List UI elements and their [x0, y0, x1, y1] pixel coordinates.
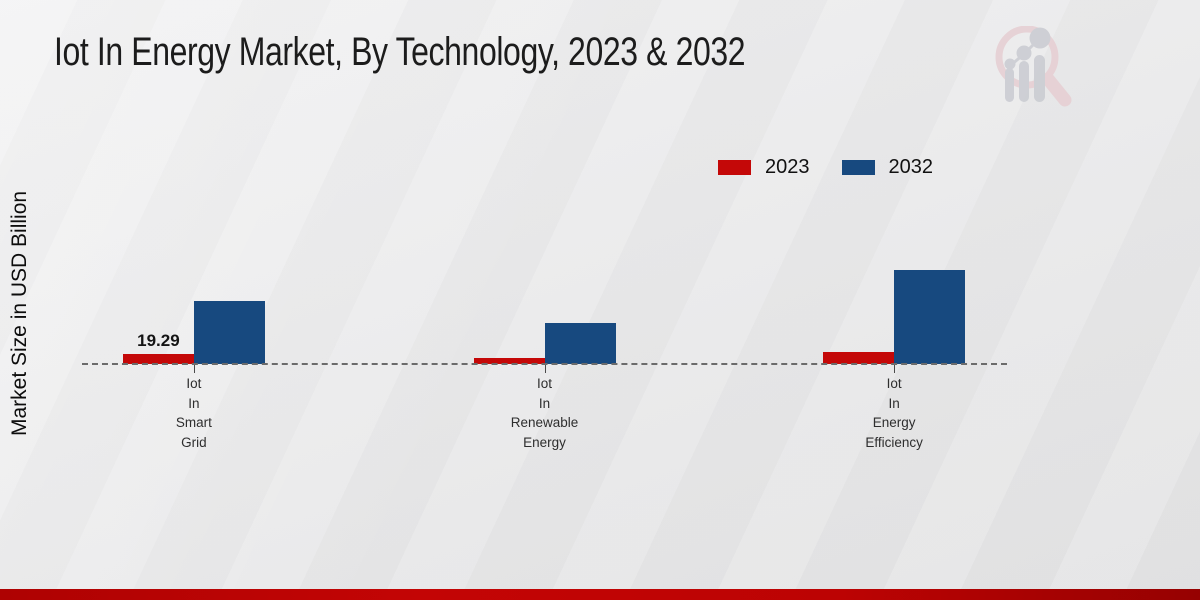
category-label: Iot In Renewable Energy	[510, 376, 579, 450]
axis-tick	[544, 365, 546, 373]
category-label: Iot In Energy Efficiency	[865, 376, 923, 450]
bar-2032	[193, 301, 265, 364]
bar-pair	[823, 134, 966, 364]
bar-2023	[823, 351, 895, 364]
bar-2023: 19.29	[122, 331, 194, 364]
data-label: 19.29	[137, 331, 180, 350]
bar-2032	[894, 269, 966, 364]
bar-pair: 19.29	[122, 134, 265, 364]
category-group: Iot In Energy Efficiency	[823, 134, 966, 450]
bar-pair	[473, 134, 616, 364]
plot-area: 19.29 Iot In Smart Grid Iot In Renewable E…	[82, 134, 1007, 450]
legend: 2023 2032	[718, 156, 933, 179]
legend-swatch-2023	[718, 160, 751, 175]
category-label: Iot In Smart Grid	[175, 376, 212, 450]
magnifier-bar-chart-logo-icon	[995, 26, 1072, 107]
axis-tick	[894, 365, 896, 373]
bar-2032	[544, 322, 616, 364]
legend-item-2023: 2023	[718, 156, 810, 179]
axis-tick	[193, 365, 195, 373]
legend-label: 2023	[765, 156, 810, 178]
category-group: 19.29 Iot In Smart Grid	[122, 134, 265, 450]
y-axis-label: Market Size in USD Billion	[8, 190, 31, 436]
footer-accent-bar	[0, 589, 1200, 600]
legend-swatch-2032	[841, 160, 875, 175]
axis-baseline	[82, 363, 1007, 365]
category-group: Iot In Renewable Energy	[473, 134, 616, 450]
bar-2023	[473, 358, 545, 364]
chart-title: Iot In Energy Market, By Technology, 202…	[54, 30, 746, 74]
legend-label: 2032	[888, 156, 934, 178]
legend-item-2032: 2032	[841, 156, 934, 179]
